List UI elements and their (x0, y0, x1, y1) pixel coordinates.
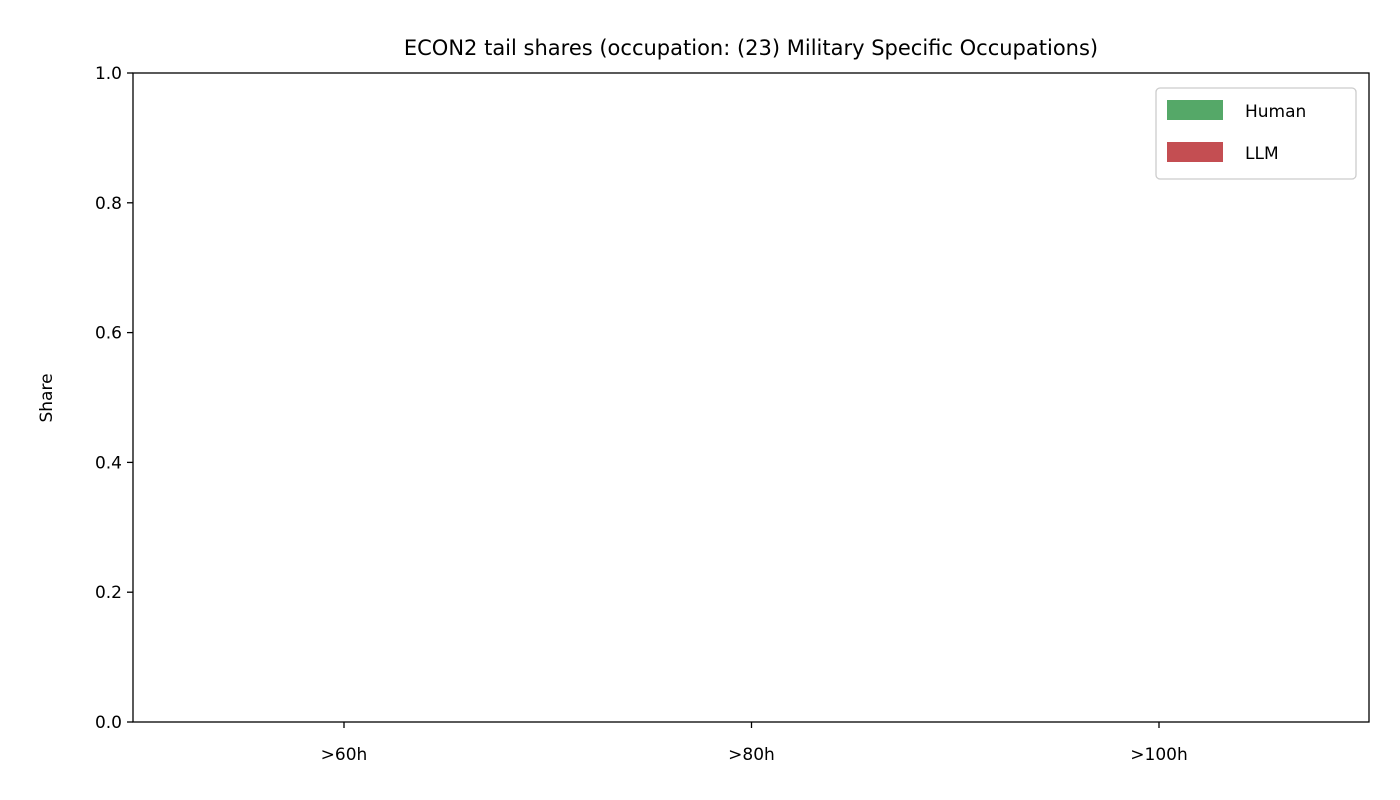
x-tick-label: >80h (728, 745, 775, 765)
legend-swatch-llm (1167, 142, 1223, 162)
y-tick-label: 1.0 (95, 64, 122, 84)
plot-background (133, 73, 1369, 722)
x-tick-label: >60h (321, 745, 368, 765)
y-axis-ticks: 0.0 0.2 0.4 0.6 0.8 1.0 (95, 64, 133, 733)
x-axis-ticks: >60h >80h >100h (321, 722, 1188, 765)
x-tick-label: >100h (1130, 745, 1187, 765)
legend-swatch-human (1167, 100, 1223, 120)
legend-label-llm: LLM (1245, 144, 1279, 164)
y-tick-label: 0.8 (95, 194, 122, 214)
y-tick-label: 0.0 (95, 713, 122, 733)
y-tick-label: 0.6 (95, 324, 122, 344)
legend-label-human: Human (1245, 102, 1306, 122)
chart-title: ECON2 tail shares (occupation: (23) Mili… (404, 36, 1098, 60)
plot-area (133, 73, 1369, 722)
y-tick-label: 0.4 (95, 453, 122, 473)
y-tick-label: 0.2 (95, 583, 122, 603)
y-axis-label: Share (37, 373, 57, 422)
legend[interactable]: Human LLM (1155, 87, 1357, 180)
